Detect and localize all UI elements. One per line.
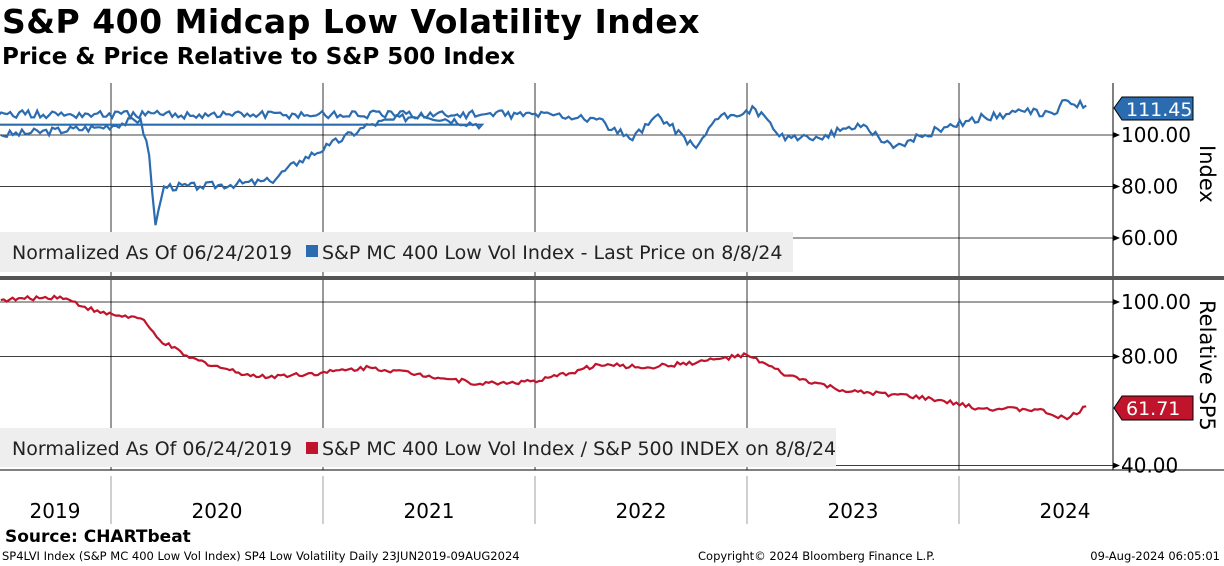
y-axis-label-top: Index xyxy=(1195,145,1219,203)
legend-prefix: Normalized As Of 06/24/2019 xyxy=(12,242,292,264)
legend-prefix: Normalized As Of 06/24/2019 xyxy=(12,438,292,460)
legend-swatch xyxy=(306,442,318,454)
tick-arrow xyxy=(1113,353,1120,360)
y-tick-label: 100.00 xyxy=(1121,123,1191,147)
last-value-tag-bottom: 61.71 xyxy=(1113,395,1194,421)
x-tick-label: 2022 xyxy=(616,499,667,523)
legend-label: S&P MC 400 Low Vol Index / S&P 500 INDEX… xyxy=(322,438,836,460)
y-tick-label: 80.00 xyxy=(1121,175,1178,199)
chart-title: S&P 400 Midcap Low Volatility Index xyxy=(2,2,701,41)
legend-swatch xyxy=(306,245,318,257)
footer-left: SP4LVI Index (S&P MC 400 Low Vol Index) … xyxy=(2,549,520,563)
y-tick-label: 100.00 xyxy=(1121,290,1191,314)
footer-copyright: Copyright© 2024 Bloomberg Finance L.P. xyxy=(698,549,935,563)
tick-arrow xyxy=(1113,299,1120,305)
chart-subtitle: Price & Price Relative to S&P 500 Index xyxy=(2,44,516,70)
tick-arrow xyxy=(1113,183,1120,190)
legend-bottom: Normalized As Of 06/24/2019 S&P MC 400 L… xyxy=(0,428,836,467)
tick-arrow xyxy=(1113,235,1120,241)
y-axis-label-bottom: Relative SP5 xyxy=(1195,300,1219,431)
y-tick-label: 40.00 xyxy=(1121,454,1178,478)
x-tick-label: 2020 xyxy=(192,499,243,523)
x-tick-label: 2024 xyxy=(1040,499,1091,523)
x-tick-label: 2019 xyxy=(30,499,81,523)
last-value: 61.71 xyxy=(1126,398,1180,420)
x-tick-label: 2021 xyxy=(404,499,455,523)
y-tick-label: 60.00 xyxy=(1121,226,1178,250)
legend-top: Normalized As Of 06/24/2019 S&P MC 400 L… xyxy=(0,232,793,272)
last-value: 111.45 xyxy=(1126,99,1192,121)
legend-label: S&P MC 400 Low Vol Index - Last Price on… xyxy=(322,242,782,264)
y-tick-label: 80.00 xyxy=(1121,345,1178,369)
footer-timestamp: 09-Aug-2024 06:05:01 xyxy=(1090,549,1220,563)
tick-arrow xyxy=(1113,462,1120,469)
panel-divider[interactable] xyxy=(0,276,1224,280)
source-note: Source: CHARTbeat xyxy=(5,527,191,547)
last-value-tag-top: 111.45 xyxy=(1113,96,1194,121)
price-line xyxy=(0,98,1087,226)
x-tick-label: 2023 xyxy=(828,499,879,523)
tick-arrow xyxy=(1113,132,1120,138)
relative-line xyxy=(0,294,1087,421)
